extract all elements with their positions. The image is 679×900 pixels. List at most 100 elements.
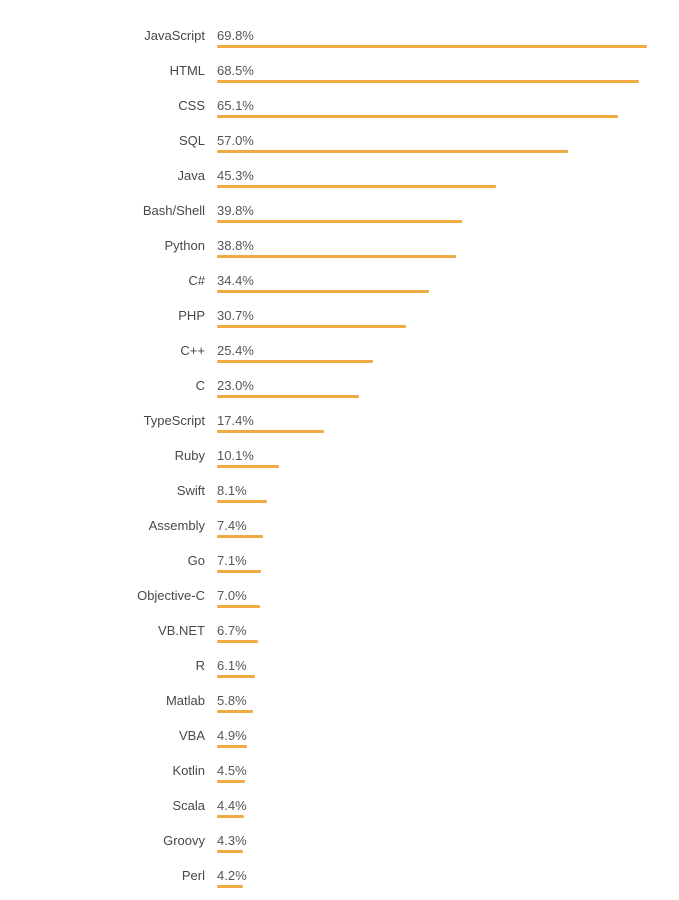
bar bbox=[217, 535, 263, 538]
value-label: 8.1% bbox=[217, 483, 247, 498]
chart-row: VB.NET 6.7% bbox=[0, 613, 679, 648]
bar bbox=[217, 360, 373, 363]
language-label: Assembly bbox=[148, 518, 205, 533]
value-label: 69.8% bbox=[217, 28, 254, 43]
language-label: C bbox=[195, 378, 205, 393]
chart-row: Groovy 4.3% bbox=[0, 823, 679, 858]
chart-row: R 6.1% bbox=[0, 648, 679, 683]
value-label: 4.2% bbox=[217, 868, 247, 883]
language-label: C# bbox=[188, 273, 205, 288]
chart-row: C# 34.4% bbox=[0, 263, 679, 298]
bar bbox=[217, 80, 639, 83]
language-label: CSS bbox=[178, 98, 205, 113]
value-label: 57.0% bbox=[217, 133, 254, 148]
chart-row: Python 38.8% bbox=[0, 228, 679, 263]
chart-row: PHP 30.7% bbox=[0, 298, 679, 333]
value-label: 4.3% bbox=[217, 833, 247, 848]
bar bbox=[217, 185, 496, 188]
bar bbox=[217, 605, 260, 608]
bar bbox=[217, 850, 243, 853]
language-label: Kotlin bbox=[172, 763, 205, 778]
bar bbox=[217, 45, 647, 48]
language-label: VBA bbox=[178, 728, 205, 743]
language-label: Java bbox=[177, 168, 205, 183]
value-label: 4.4% bbox=[217, 798, 247, 813]
value-label: 30.7% bbox=[217, 308, 254, 323]
chart-row: JavaScript 69.8% bbox=[0, 18, 679, 53]
bar bbox=[217, 255, 456, 258]
value-label: 65.1% bbox=[217, 98, 254, 113]
chart-row: VBA 4.9% bbox=[0, 718, 679, 753]
bar bbox=[217, 150, 568, 153]
value-label: 4.9% bbox=[217, 728, 247, 743]
chart-row: C++ 25.4% bbox=[0, 333, 679, 368]
language-label: Groovy bbox=[163, 833, 205, 848]
bar bbox=[217, 640, 258, 643]
bar bbox=[217, 500, 267, 503]
language-label: Objective-C bbox=[137, 588, 205, 603]
value-label: 7.1% bbox=[217, 553, 247, 568]
language-label: Matlab bbox=[165, 693, 205, 708]
language-label: C++ bbox=[180, 343, 205, 358]
language-label: TypeScript bbox=[143, 413, 205, 428]
chart-row: Objective-C 7.0% bbox=[0, 578, 679, 613]
chart-row: HTML 68.5% bbox=[0, 53, 679, 88]
value-label: 23.0% bbox=[217, 378, 254, 393]
language-label: PHP bbox=[178, 308, 205, 323]
language-label: R bbox=[195, 658, 205, 673]
value-label: 17.4% bbox=[217, 413, 254, 428]
value-label: 10.1% bbox=[217, 448, 254, 463]
language-label: Ruby bbox=[174, 448, 205, 463]
value-label: 45.3% bbox=[217, 168, 254, 183]
chart-row: Assembly 7.4% bbox=[0, 508, 679, 543]
language-label: JavaScript bbox=[144, 28, 205, 43]
language-label: Python bbox=[164, 238, 205, 253]
bar bbox=[217, 465, 279, 468]
value-label: 5.8% bbox=[217, 693, 247, 708]
bar bbox=[217, 290, 429, 293]
chart-row: SQL 57.0% bbox=[0, 123, 679, 158]
bar bbox=[217, 325, 406, 328]
chart-row: Scala 4.4% bbox=[0, 788, 679, 823]
chart-row: Perl 4.2% bbox=[0, 858, 679, 893]
bar bbox=[217, 115, 618, 118]
language-label: Swift bbox=[176, 483, 205, 498]
language-label: Go bbox=[187, 553, 205, 568]
chart-row: Matlab 5.8% bbox=[0, 683, 679, 718]
value-label: 39.8% bbox=[217, 203, 254, 218]
value-label: 38.8% bbox=[217, 238, 254, 253]
value-label: 6.1% bbox=[217, 658, 247, 673]
language-label: Bash/Shell bbox=[142, 203, 205, 218]
value-label: 34.4% bbox=[217, 273, 254, 288]
bar bbox=[217, 675, 255, 678]
bar bbox=[217, 220, 462, 223]
bar bbox=[217, 815, 244, 818]
language-label: SQL bbox=[178, 133, 205, 148]
bar bbox=[217, 570, 261, 573]
bar bbox=[217, 710, 253, 713]
chart-row: Ruby 10.1% bbox=[0, 438, 679, 473]
chart-row: CSS 65.1% bbox=[0, 88, 679, 123]
bar bbox=[217, 780, 245, 783]
value-label: 6.7% bbox=[217, 623, 247, 638]
bar bbox=[217, 430, 324, 433]
chart-row: Swift 8.1% bbox=[0, 473, 679, 508]
bar bbox=[217, 395, 359, 398]
chart-row: C 23.0% bbox=[0, 368, 679, 403]
language-label: HTML bbox=[169, 63, 205, 78]
value-label: 7.4% bbox=[217, 518, 247, 533]
chart-row: Bash/Shell 39.8% bbox=[0, 193, 679, 228]
value-label: 7.0% bbox=[217, 588, 247, 603]
chart-row: TypeScript 17.4% bbox=[0, 403, 679, 438]
language-label: VB.NET bbox=[158, 623, 205, 638]
bar bbox=[217, 745, 247, 748]
language-label: Scala bbox=[172, 798, 205, 813]
chart-row: Java 45.3% bbox=[0, 158, 679, 193]
value-label: 4.5% bbox=[217, 763, 247, 778]
chart-row: Kotlin 4.5% bbox=[0, 753, 679, 788]
chart-row: Go 7.1% bbox=[0, 543, 679, 578]
value-label: 68.5% bbox=[217, 63, 254, 78]
language-label: Perl bbox=[181, 868, 205, 883]
value-label: 25.4% bbox=[217, 343, 254, 358]
